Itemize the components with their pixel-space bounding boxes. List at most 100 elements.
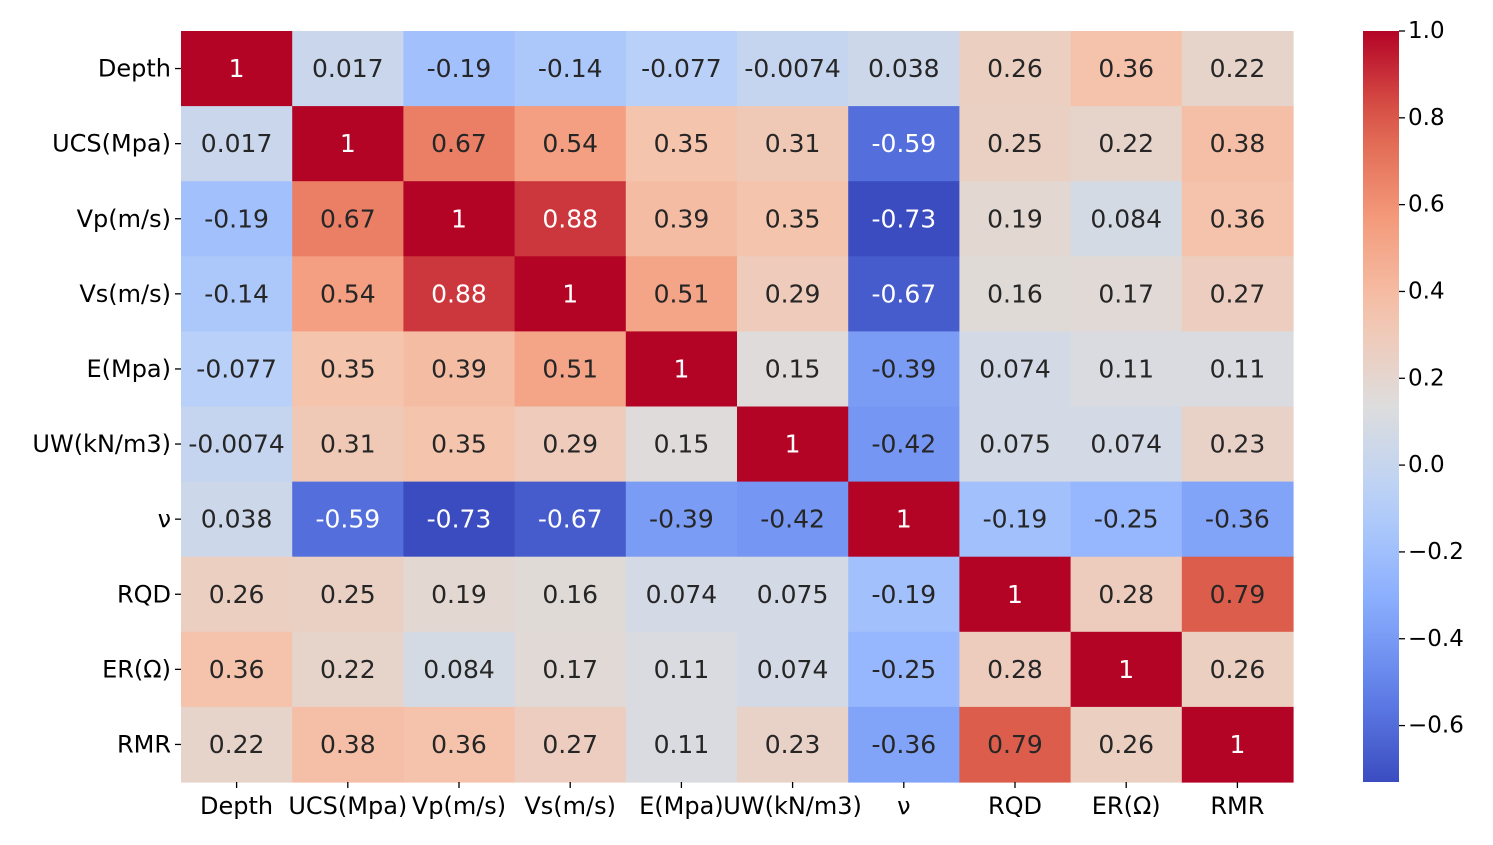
heatmap-cell [625,256,738,332]
heatmap-cell [1070,31,1183,107]
heatmap-cell [959,631,1072,708]
y-tick-label: RMR [117,730,171,758]
heatmap-cell [848,406,960,483]
heatmap-cell [403,481,516,558]
heatmap-cell [403,706,516,783]
heatmap-cell [848,256,960,332]
cell-value-label: 0.39 [431,354,487,383]
cell-value-label: -0.14 [538,54,603,83]
cell-value-label: 0.26 [209,580,265,609]
y-tick-label: UW(kN/m3) [32,430,171,458]
cell-value-label: 0.074 [979,354,1051,383]
cell-value-label: 0.27 [1210,279,1266,308]
cell-value-label: 0.88 [542,204,598,233]
cell-value-label: 0.075 [757,580,829,609]
heatmap-cell [514,556,627,633]
heatmap-cell [1070,406,1183,483]
cell-value-label: 0.51 [654,279,710,308]
heatmap-cell [1070,106,1183,182]
cell-value-label: -0.19 [983,505,1048,534]
heatmap-cell [625,631,738,708]
cell-value-label: -0.59 [871,129,936,158]
cell-value-label: 0.15 [654,430,710,459]
cell-value-label: 0.074 [757,655,829,684]
heatmap-cell [292,256,404,332]
heatmap-cell [1070,181,1183,257]
heatmap-cell [959,31,1072,107]
colorbar-tick-label: 0.2 [1408,365,1445,391]
cell-value-label: -0.14 [204,279,269,308]
heatmap-cell [292,106,404,182]
cell-value-label: -0.36 [1205,505,1270,534]
heatmap-annotations: 1 0.017 -0.19 -0.14 -0.077 -0.0074 0.038 0.26 0.… [188,54,1269,759]
cell-value-label: 0.67 [320,204,376,233]
y-tick-label: E(Mpa) [86,355,171,383]
cell-value-label: -0.25 [871,655,936,684]
cell-value-label: 0.16 [542,580,598,609]
x-tick-label: Depth [200,792,273,820]
heatmap-cell [737,181,849,257]
heatmap-cell [181,31,293,107]
heatmap-cell [737,256,849,332]
cell-value-label: 0.31 [765,129,821,158]
heatmap-cell [181,106,293,182]
cell-value-label: 0.79 [987,730,1043,759]
cell-value-label: -0.19 [427,54,492,83]
heatmap-cell [181,556,293,633]
cell-value-label: 1 [896,505,912,534]
y-axis-tick-labels: Depth UCS(Mpa) Vp(m/s) Vs(m/s) E(Mpa) UW(kN/m… [32,55,181,758]
heatmap-cell [292,331,404,408]
heatmap-cell [514,481,627,558]
cell-value-label: 0.22 [209,730,265,759]
x-tick-label: UW(kN/m3) [723,792,862,820]
heatmap-cell [403,256,516,332]
heatmap-cell [403,31,516,107]
heatmap-cell [292,631,404,708]
heatmap-cell [1181,556,1294,633]
cell-value-label: 1 [1007,580,1023,609]
heatmap-cell [403,106,516,182]
cell-value-label: 0.35 [320,354,376,383]
colorbar-tick-label: −0.2 [1408,539,1464,565]
cell-value-label: -0.39 [871,354,936,383]
x-tick-label: UCS(Mpa) [288,792,407,820]
cell-value-label: 1 [673,354,689,383]
heatmap-cell [848,331,960,408]
colorbar-tick-label: 0.6 [1408,192,1445,218]
x-tick-label: Vs(m/s) [524,792,616,820]
cell-value-label: -0.36 [871,730,936,759]
cell-value-label: 0.074 [1090,430,1162,459]
heatmap-cell [1181,406,1294,483]
heatmap-cell [625,706,738,783]
cell-value-label: -0.25 [1094,505,1159,534]
heatmap-cell [1181,181,1294,257]
cell-value-label: 1 [562,279,578,308]
x-tick-label: RMR [1210,792,1264,820]
cell-value-label: 1 [785,430,801,459]
y-tick-label: ν [158,505,171,533]
cell-value-label: 0.26 [1098,730,1154,759]
heatmap-cell [625,481,738,558]
heatmap-cell [737,31,849,107]
heatmap-cells [181,31,1294,783]
heatmap-cell [737,556,849,633]
cell-value-label: -0.19 [871,580,936,609]
heatmap-cell [737,331,849,408]
cell-value-label: 0.22 [1210,54,1266,83]
cell-value-label: 0.22 [320,655,376,684]
cell-value-label: 0.11 [654,655,710,684]
heatmap-cell [959,106,1072,182]
cell-value-label: -0.0074 [744,54,841,83]
colorbar-tick-label: 0.8 [1408,105,1445,131]
heatmap-cell [625,181,738,257]
cell-value-label: 0.29 [542,430,598,459]
cell-value-label: 0.29 [765,279,821,308]
heatmap-cell [514,106,627,182]
colorbar-gradient [1363,31,1399,782]
heatmap-cell [514,256,627,332]
cell-value-label: 1 [1118,655,1134,684]
x-tick-label: ER(Ω) [1092,792,1161,820]
y-tick-label: RQD [117,580,171,608]
